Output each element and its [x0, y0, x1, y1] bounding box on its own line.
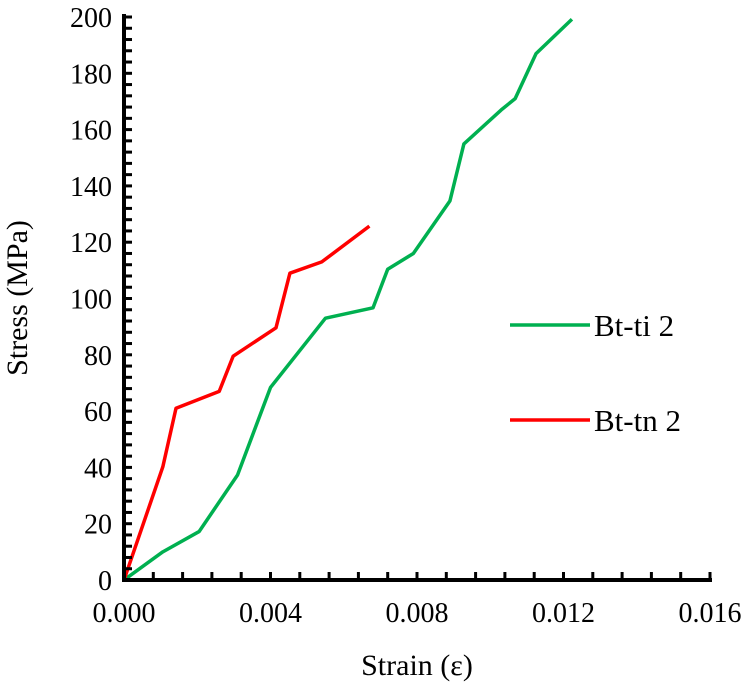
x-tick-label: 0.012 — [532, 598, 595, 629]
y-tick-label: 100 — [70, 285, 112, 316]
legend-label: Bt-ti 2 — [594, 308, 674, 343]
series-line-bt-tn-2 — [122, 224, 371, 581]
x-tick-label: 0.016 — [679, 598, 742, 629]
y-tick-label: 160 — [70, 116, 112, 147]
y-tick-label: 40 — [84, 453, 112, 484]
x-tick-label: 0.004 — [239, 598, 302, 629]
legend-label: Bt-tn 2 — [594, 403, 681, 438]
legend: Bt-ti 2 Bt-tn 2 — [510, 308, 681, 438]
y-axis-label: Stress (MPa) — [1, 220, 34, 376]
y-tick-label: 120 — [70, 228, 112, 259]
y-tick-label: 200 — [70, 3, 112, 34]
y-tick-label: 140 — [70, 172, 112, 203]
y-tick-label: 0 — [98, 566, 112, 597]
y-tick-label: 80 — [84, 341, 112, 372]
y-tick-label: 180 — [70, 59, 112, 90]
x-tick-label: 0.000 — [93, 598, 156, 629]
y-tick-label: 60 — [84, 397, 112, 428]
x-axis-label: Strain (ε) — [361, 649, 473, 682]
series-line-bt-ti-2 — [122, 17, 574, 582]
x-tick-label: 0.008 — [386, 598, 449, 629]
y-tick-label: 20 — [84, 510, 112, 541]
